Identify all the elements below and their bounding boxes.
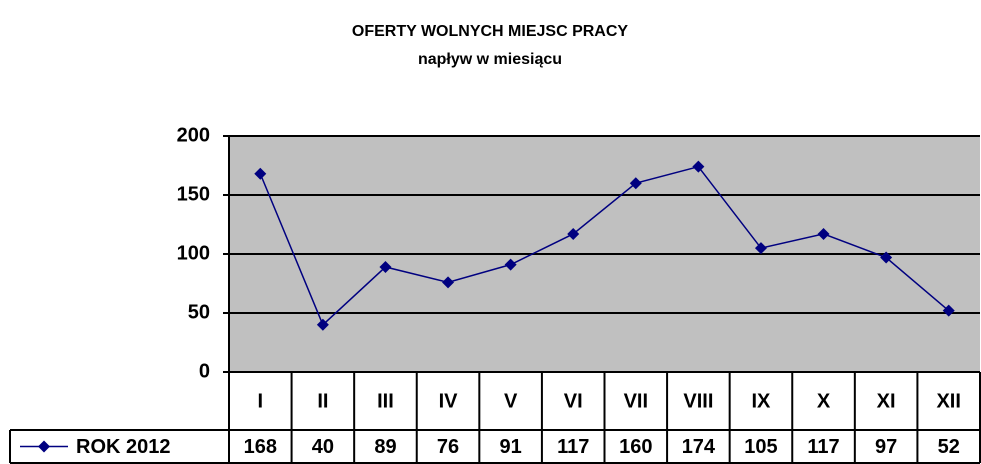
marker (629, 177, 642, 190)
marker (254, 167, 267, 180)
x-tick-label: XI (877, 390, 896, 412)
marker (754, 242, 767, 255)
x-tick-label: V (504, 390, 518, 412)
table-value: 117 (807, 436, 839, 458)
table-value: 168 (244, 436, 277, 458)
marker (442, 276, 455, 289)
legend-label: ROK 2012 (76, 436, 171, 458)
marker (504, 258, 517, 271)
marker (942, 304, 955, 317)
x-tick-label: VII (624, 390, 648, 412)
table-value: 174 (682, 436, 716, 458)
marker (817, 227, 830, 240)
table-value: 76 (437, 436, 459, 458)
marker (692, 160, 705, 173)
marker (379, 260, 392, 273)
x-tick-label: II (317, 390, 328, 412)
x-tick-label: III (377, 390, 394, 412)
table-value: 160 (619, 436, 652, 458)
x-tick-label: I (258, 390, 264, 412)
x-tick-label: VIII (683, 390, 713, 412)
y-tick-label: 0 (199, 360, 210, 382)
y-tick-label: 150 (177, 183, 210, 205)
table-value: 89 (374, 436, 396, 458)
x-tick-label: IV (439, 390, 459, 412)
legend-marker (38, 440, 50, 453)
chart-title: OFERTY WOLNYCH MIEJSC PRACY (352, 23, 629, 40)
series-line (259, 165, 950, 327)
y-tick-label: 100 (177, 242, 210, 264)
table-value: 97 (875, 436, 897, 458)
marker (567, 227, 580, 240)
table-value: 117 (557, 436, 589, 458)
chart-subtitle: napływ w miesiącu (418, 51, 562, 68)
table-value: 91 (500, 436, 522, 458)
x-tick-label: IX (752, 390, 772, 412)
x-tick-label: VI (564, 390, 583, 412)
marker (316, 318, 329, 331)
y-tick-label: 200 (177, 124, 210, 146)
marker (880, 251, 893, 264)
x-tick-label: XII (936, 390, 960, 412)
table-value: 52 (938, 436, 960, 458)
y-tick-label: 50 (188, 301, 210, 323)
x-tick-label: X (817, 390, 831, 412)
table-value: 105 (744, 436, 777, 458)
table-value: 40 (312, 436, 334, 458)
